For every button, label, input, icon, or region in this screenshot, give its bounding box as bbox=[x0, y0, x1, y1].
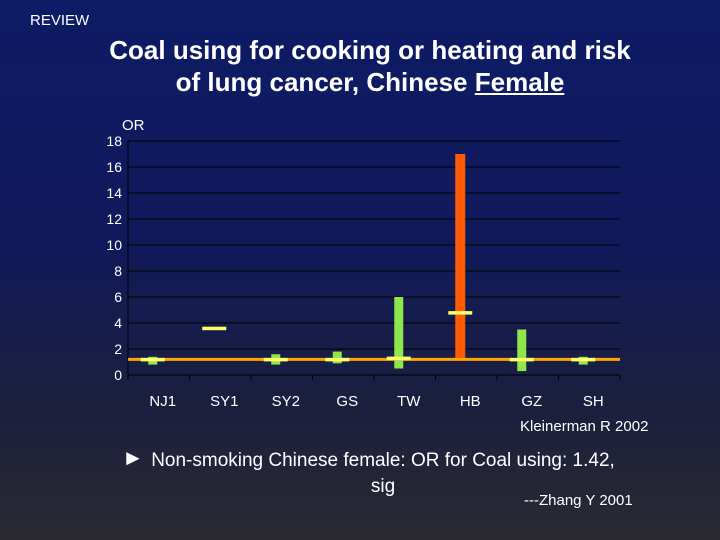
x-tick-label: TW bbox=[397, 393, 421, 410]
reference-citation: ---Zhang Y 2001 bbox=[524, 492, 633, 509]
point-estimate bbox=[386, 356, 411, 361]
y-tick-label: 12 bbox=[106, 211, 122, 227]
bullet-arrow-icon: ► bbox=[122, 445, 144, 470]
ci-bar bbox=[394, 297, 404, 369]
y-tick-label: 18 bbox=[106, 133, 122, 149]
slide-title: Coal using for cooking or heating and ri… bbox=[100, 34, 640, 98]
title-main: Coal using for cooking or heating and ri… bbox=[109, 35, 631, 97]
chart-credit: Kleinerman R 2002 bbox=[520, 418, 649, 435]
point-estimate bbox=[448, 311, 473, 315]
y-tick-label: 8 bbox=[114, 263, 122, 279]
point-estimate bbox=[202, 326, 227, 331]
point-estimate bbox=[263, 357, 288, 362]
ci-bar bbox=[517, 329, 527, 372]
y-tick-label: 14 bbox=[106, 185, 122, 201]
title-underlined: Female bbox=[474, 67, 565, 97]
ci-bar bbox=[455, 154, 466, 359]
x-tick-label: GS bbox=[336, 393, 358, 410]
point-estimate bbox=[140, 357, 165, 362]
bullet-text: Non-smoking Chinese female: OR for Coal … bbox=[151, 450, 615, 497]
y-tick-label: 6 bbox=[114, 289, 122, 305]
point-estimate bbox=[325, 357, 350, 362]
ci-bar bbox=[332, 351, 342, 364]
x-tick-label: SY1 bbox=[210, 393, 238, 410]
y-tick-label: 4 bbox=[114, 315, 122, 331]
point-estimate bbox=[509, 357, 534, 362]
point-estimate bbox=[571, 357, 596, 362]
y-axis-label: OR bbox=[122, 117, 145, 134]
slide-tag: REVIEW bbox=[30, 12, 90, 29]
x-tick-label: NJ1 bbox=[149, 393, 176, 410]
y-tick-label: 2 bbox=[114, 341, 122, 357]
y-tick-label: 10 bbox=[106, 237, 122, 253]
x-tick-label: GZ bbox=[521, 393, 542, 410]
x-tick-label: HB bbox=[460, 393, 481, 410]
y-tick-label: 0 bbox=[114, 367, 122, 383]
x-tick-label: SY2 bbox=[272, 393, 300, 410]
x-tick-label: SH bbox=[583, 393, 604, 410]
y-tick-label: 16 bbox=[106, 159, 122, 175]
